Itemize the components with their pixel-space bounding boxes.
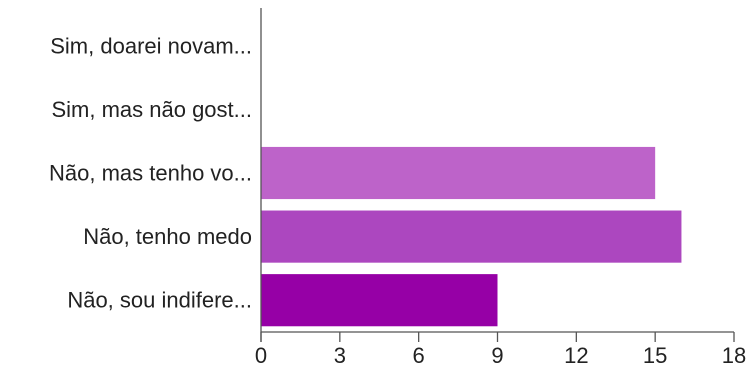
bars-layer <box>261 146 682 327</box>
x-tick-label: 18 <box>722 343 746 368</box>
category-label: Não, mas tenho vo... <box>49 161 252 186</box>
category-label: Não, tenho medo <box>83 224 252 249</box>
x-tick-labels: 0 3 6 9 12 15 18 <box>255 343 746 368</box>
x-tick-label: 12 <box>564 343 588 368</box>
x-tick-label: 9 <box>491 343 503 368</box>
x-tick-label: 15 <box>643 343 667 368</box>
bar <box>261 210 682 263</box>
category-labels: Sim, doarei novam... Sim, mas não gost...… <box>49 33 252 312</box>
x-tick-label: 3 <box>334 343 346 368</box>
x-tick-label: 0 <box>255 343 267 368</box>
axis-layer <box>260 8 735 342</box>
category-label: Sim, mas não gost... <box>51 97 252 122</box>
bar <box>261 146 656 200</box>
category-label: Não, sou indifere... <box>67 288 252 313</box>
bar <box>261 274 498 327</box>
x-tick-label: 6 <box>413 343 425 368</box>
category-label: Sim, doarei novam... <box>50 33 252 58</box>
